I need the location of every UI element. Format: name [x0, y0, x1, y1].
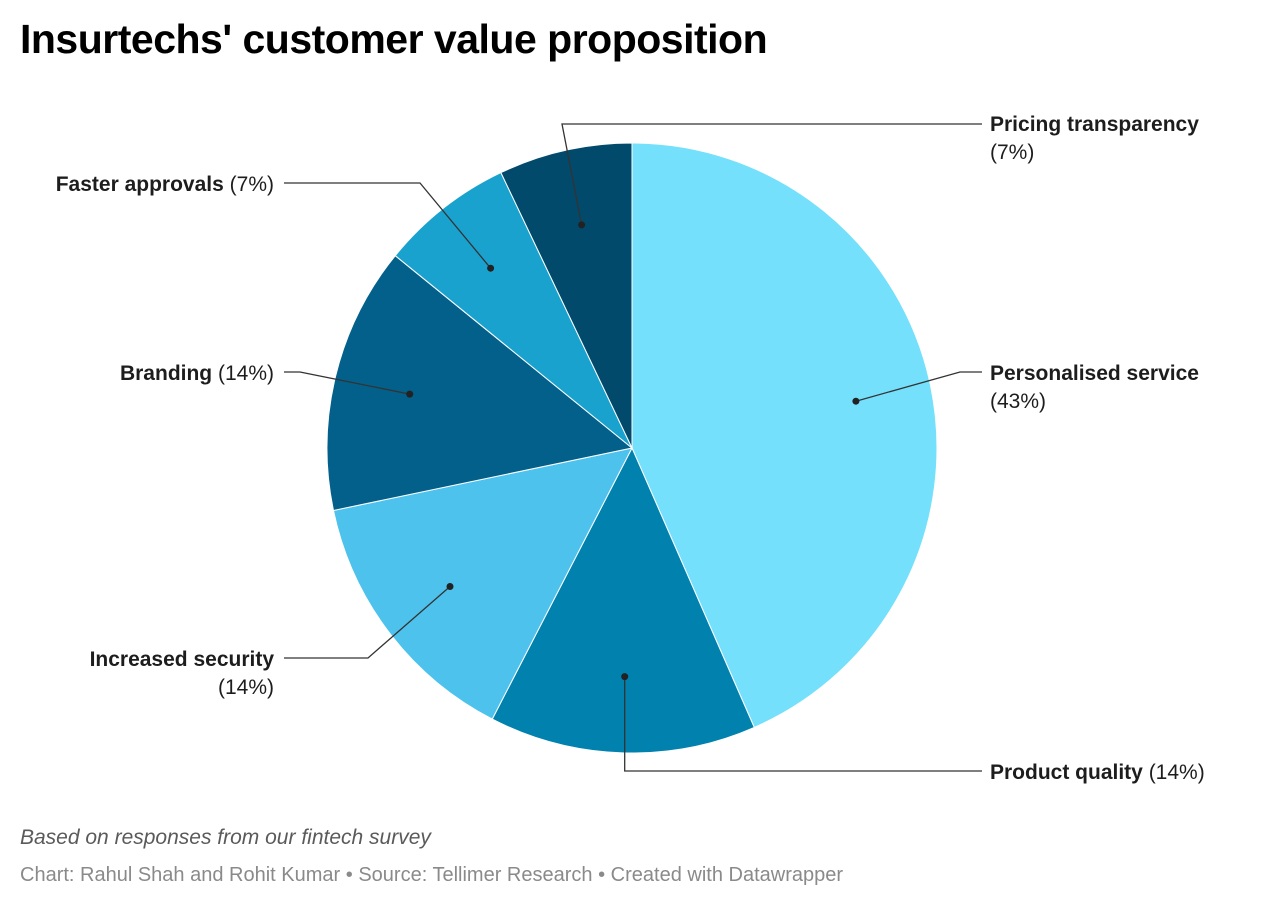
leader-line — [561, 123, 982, 226]
chart-notes: Based on responses from our fintech surv… — [20, 826, 431, 849]
leader-line — [855, 371, 982, 402]
leader-line — [284, 371, 410, 395]
slice-label: Pricing transparency (7%) — [990, 113, 1199, 164]
slice-labels: Personalised service (43%) Product quality… — [56, 113, 1205, 784]
slice-label-value: (7%) — [990, 141, 1034, 164]
pie-slice-increased-security — [332, 447, 633, 720]
slice-label-value: (43%) — [990, 390, 1046, 413]
slice-label-value: (14%) — [212, 362, 274, 385]
slice-label-name: Pricing transparency — [990, 113, 1199, 136]
leader-line — [284, 182, 492, 269]
slice-label-name: Increased security — [90, 648, 275, 671]
chart-title: Insurtechs' customer value proposition — [20, 16, 768, 62]
chart-footer: Chart: Rahul Shah and Rohit Kumar • Sour… — [20, 864, 843, 887]
slice-label: Personalised service (43%) — [990, 362, 1199, 413]
leader-dot — [578, 221, 586, 229]
leader-dot — [852, 397, 860, 405]
leader-dot — [406, 390, 414, 398]
byline-label: Chart: — [20, 864, 75, 886]
byline: Rahul Shah and Rohit Kumar — [80, 864, 341, 886]
leader-dot — [446, 583, 454, 590]
footer-separator: • — [345, 864, 353, 886]
pie-slice-product-quality — [491, 446, 755, 754]
pie-slice-branding — [326, 254, 634, 512]
leader-line — [624, 676, 982, 772]
pie-slice-faster-approvals — [394, 171, 633, 449]
slice-label-name: Branding — [120, 362, 212, 385]
footer-separator: • — [598, 864, 606, 886]
slice-label-name: Faster approvals — [56, 173, 224, 196]
slice-label-name: Personalised service — [990, 362, 1199, 385]
source-name: Tellimer Research — [432, 864, 593, 886]
pie-slice-personalised-service — [631, 142, 938, 729]
leader-dot — [621, 673, 629, 681]
slice-label-name: Product quality — [990, 761, 1143, 784]
leader-dot — [487, 264, 495, 272]
slice-label: Increased security (14%) — [90, 648, 275, 699]
leader-line — [284, 586, 451, 659]
source-label: Source: — [358, 864, 428, 886]
slice-label: Product quality (14%) — [990, 761, 1205, 784]
label-leaders — [284, 123, 982, 772]
pie-slice-pricing-transparency — [500, 142, 633, 449]
slice-label-value: (14%) — [1143, 761, 1205, 784]
slice-label-value: (7%) — [224, 173, 274, 196]
pie-slices — [326, 142, 938, 754]
slice-label: Faster approvals (7%) — [56, 173, 274, 196]
slice-label-value: (14%) — [218, 676, 274, 699]
slice-label: Branding (14%) — [120, 362, 274, 385]
datawrapper-credit: Created with Datawrapper — [610, 864, 844, 886]
